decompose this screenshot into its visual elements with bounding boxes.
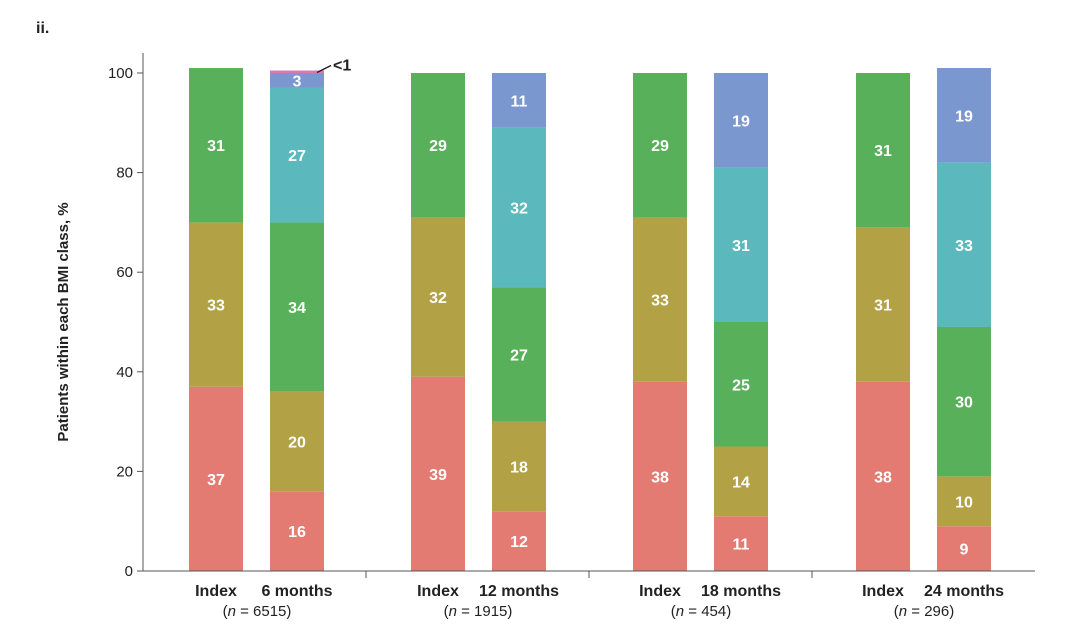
segment-value-label: 19	[732, 113, 750, 130]
bar-segment	[270, 391, 324, 492]
category-label: Index	[195, 583, 237, 600]
bar-segment	[270, 491, 324, 571]
category-label: Index	[862, 583, 904, 600]
segment-value-label: 25	[732, 377, 750, 394]
segment-value-label: 12	[510, 534, 528, 551]
y-tick-label: 40	[116, 364, 133, 381]
segment-value-label: 38	[651, 469, 669, 486]
category-label: 18 months	[701, 583, 781, 600]
segment-value-label: 27	[510, 347, 528, 364]
bar-segment	[856, 227, 910, 382]
segment-value-label: 31	[732, 238, 750, 255]
segment-value-label: 20	[288, 435, 306, 452]
bar-segment	[411, 217, 465, 377]
bar-segment	[937, 68, 991, 163]
bar-segment	[937, 476, 991, 527]
bar-segment	[270, 222, 324, 392]
segment-value-label: 31	[874, 143, 892, 160]
group-n-label: (n = 296)	[894, 603, 954, 620]
bar-segment	[492, 287, 546, 422]
panel-label: ii.	[36, 20, 50, 37]
bar-segment	[714, 167, 768, 322]
category-label: 24 months	[924, 583, 1004, 600]
segment-value-label: 37	[207, 472, 225, 489]
segment-value-label: 9	[960, 542, 969, 559]
bar-segment	[492, 421, 546, 512]
segment-value-label: 10	[955, 494, 973, 511]
segment-value-label: 31	[207, 138, 225, 155]
segment-value-label: 29	[651, 138, 669, 155]
segment-value-label: 19	[955, 108, 973, 125]
group-n-label: (n = 1915)	[444, 603, 513, 620]
annotation-label: <1	[333, 58, 351, 75]
y-tick-label: 100	[108, 65, 133, 82]
segment-value-label: 32	[429, 290, 447, 307]
bar-segment	[633, 381, 687, 571]
group-n-label: (n = 454)	[671, 603, 731, 620]
bar-segment	[937, 162, 991, 327]
axis-layer: 0 20 40 60 80 100	[108, 53, 1035, 580]
bar-segment	[492, 73, 546, 128]
segment-value-label: 18	[510, 459, 528, 476]
segment-value-label: 32	[510, 200, 528, 217]
bar-segment	[492, 127, 546, 288]
bar-segment	[856, 73, 910, 228]
segment-value-label: 11	[733, 537, 750, 554]
bar-segment	[270, 73, 324, 88]
segment-value-label: 31	[874, 298, 892, 315]
bar-segment	[270, 87, 324, 223]
bar-segment	[411, 376, 465, 571]
annotation-leader-line	[316, 64, 332, 74]
y-tick-label: 0	[125, 563, 133, 580]
y-axis-title: Patients within each BMI class, %	[55, 202, 72, 441]
segment-value-label: 33	[651, 293, 669, 310]
segment-value-label: 39	[429, 467, 447, 484]
segment-value-label: 30	[955, 395, 973, 412]
bar-segment	[189, 222, 243, 387]
bar-segment	[189, 386, 243, 571]
bar-segment	[714, 516, 768, 571]
bar-segment	[856, 381, 910, 571]
y-tick-label: 20	[116, 463, 133, 480]
bar-segment	[189, 68, 243, 223]
bar-segment	[633, 73, 687, 218]
bar-segment	[714, 322, 768, 447]
bar-segment	[937, 326, 991, 477]
bar-segment	[937, 526, 991, 571]
category-label: Index	[417, 583, 459, 600]
y-tick-label: 60	[116, 264, 133, 281]
segment-value-label: 33	[955, 238, 973, 255]
segment-value-label: 27	[288, 148, 306, 165]
y-tick-label: 80	[116, 165, 133, 182]
bars-layer	[189, 68, 991, 571]
category-label: Index	[639, 583, 681, 600]
bar-segment	[270, 70, 324, 73]
segment-value-label: 11	[511, 93, 528, 110]
group-n-label: (n = 6515)	[223, 603, 292, 620]
bar-segment	[411, 73, 465, 218]
segment-value-label: 16	[288, 524, 306, 541]
segment-value-label: 14	[732, 474, 750, 491]
segment-value-label: 33	[207, 298, 225, 315]
bar-segment	[633, 217, 687, 382]
bar-segment	[492, 511, 546, 571]
category-label: 6 months	[261, 583, 332, 600]
segment-value-label: 29	[429, 138, 447, 155]
segment-value-label: 3	[293, 73, 302, 90]
labels-layer: 37 33 31 Index 16 20 34 27 3 6 months 39 32 29 Index 1…	[195, 58, 1004, 620]
category-label: 12 months	[479, 583, 559, 600]
segment-value-label: 34	[288, 300, 306, 317]
segment-value-label: 38	[874, 469, 892, 486]
bar-segment	[714, 446, 768, 517]
bar-segment	[714, 73, 768, 168]
